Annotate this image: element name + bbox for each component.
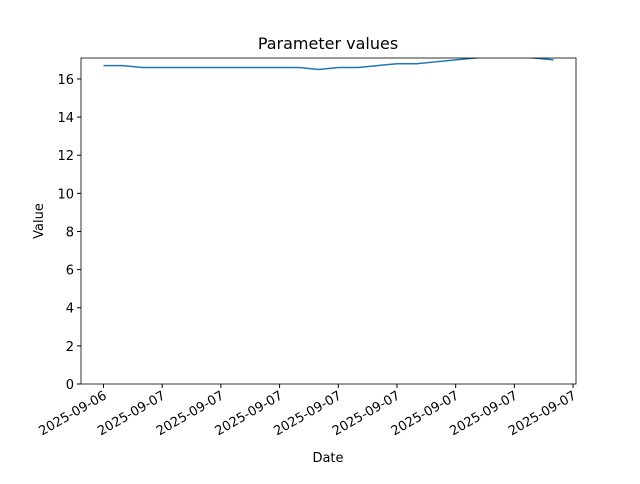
y-tick-label: 6 <box>66 264 74 279</box>
chart-title: Parameter values <box>258 34 398 53</box>
y-tick-label: 2 <box>66 340 74 355</box>
y-axis-label: Value <box>32 203 47 239</box>
y-tick-label: 0 <box>66 378 74 393</box>
plot-frame <box>80 57 577 385</box>
y-tick-label: 10 <box>57 187 74 202</box>
x-axis-label: Date <box>312 451 343 466</box>
y-tick-label: 14 <box>57 111 74 126</box>
y-tick-label: 4 <box>66 302 74 317</box>
y-tick-label: 16 <box>57 73 74 88</box>
y-tick-label: 12 <box>57 149 74 164</box>
y-tick-label: 8 <box>66 225 74 240</box>
line-series <box>103 58 554 71</box>
